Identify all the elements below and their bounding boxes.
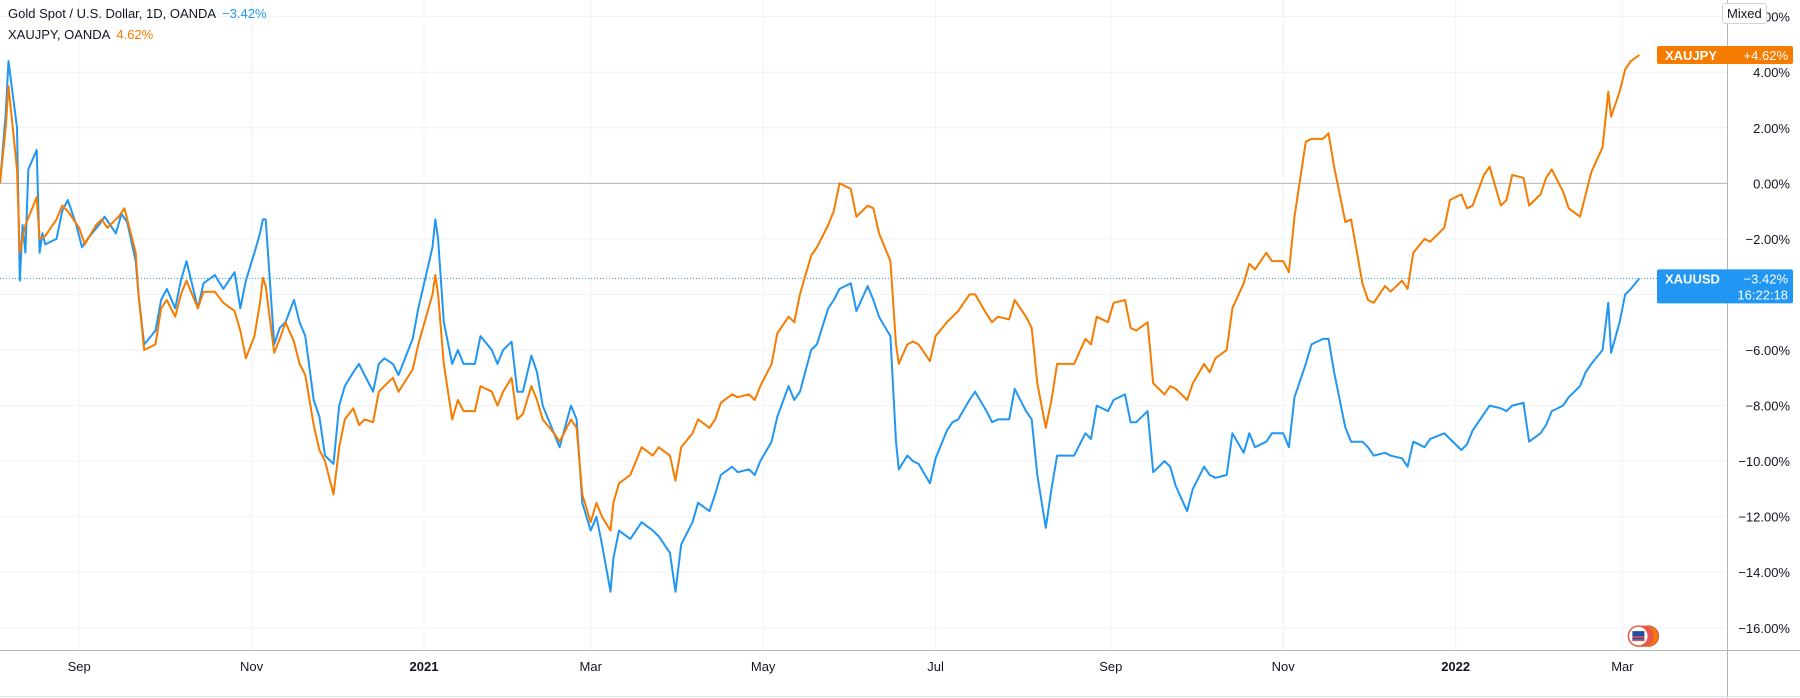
x-tick-label: Jul [927, 659, 944, 674]
y-tick-label: 2.00% [1753, 121, 1790, 136]
x-tick-label: Nov [1272, 659, 1296, 674]
y-tick-label: −14.00% [1738, 565, 1790, 580]
price-badge-symbol: XAUUSD [1665, 271, 1720, 286]
x-tick-label: Sep [68, 659, 91, 674]
legend-xauusd-value: −3.42% [222, 6, 267, 21]
events-icon[interactable] [1627, 625, 1660, 647]
zero-baseline [0, 182, 1727, 279]
event-flag-canton [1632, 631, 1645, 642]
x-tick-label: May [751, 659, 776, 674]
y-axis[interactable]: 6.00%4.00%2.00%0.00%−2.00%−4.00%−6.00%−8… [1727, 0, 1791, 698]
y-tick-label: −12.00% [1738, 510, 1790, 525]
x-tick-label: Mar [1611, 659, 1634, 674]
legend-xauusd-name: Gold Spot / U.S. Dollar, 1D, OANDA [8, 6, 217, 21]
price-badge-symbol: XAUJPY [1665, 48, 1717, 63]
x-tick-label: Mar [580, 659, 603, 674]
x-tick-label: 2022 [1441, 659, 1470, 674]
y-tick-label: −6.00% [1746, 343, 1791, 358]
x-axis[interactable]: Sep Nov 2021 Mar May Jul Sep Nov 2022 Mar [0, 650, 1800, 697]
grid-lines [0, 0, 1727, 650]
x-tick-label: 2021 [410, 659, 439, 674]
y-tick-label: −8.00% [1746, 399, 1791, 414]
x-tick-label: Nov [240, 659, 264, 674]
y-tick-label: −10.00% [1738, 454, 1790, 469]
legend-xaujpy-name: XAUJPY, OANDA [8, 27, 111, 42]
y-tick-label: −2.00% [1746, 232, 1791, 247]
price-labels: XAUJPY +4.62% XAUUSD −3.42%16:22:18 [1657, 46, 1793, 304]
y-tick-label: 4.00% [1753, 65, 1790, 80]
price-badge-value: −3.42% [1744, 271, 1789, 286]
price-badge-xaujpy [1657, 46, 1793, 64]
series-line-xaujpy [0, 54, 1640, 532]
scale-mode-button[interactable]: Mixed [1722, 3, 1767, 24]
legend-xaujpy-value: 4.62% [116, 27, 154, 42]
legend-xaujpy[interactable]: XAUJPY, OANDA 4.62% [8, 27, 153, 42]
x-tick-label: Sep [1099, 659, 1122, 674]
y-tick-label: 0.00% [1753, 176, 1790, 191]
price-badge-value: +4.62% [1744, 48, 1789, 63]
price-badge-countdown: 16:22:18 [1737, 287, 1788, 302]
legend-xauusd[interactable]: Gold Spot / U.S. Dollar, 1D, OANDA −3.42% [8, 6, 267, 21]
series-lines [0, 54, 1641, 593]
series-line-xauusd [0, 60, 1641, 593]
y-tick-label: −16.00% [1738, 621, 1790, 636]
price-badge-xauusd [1657, 269, 1793, 304]
